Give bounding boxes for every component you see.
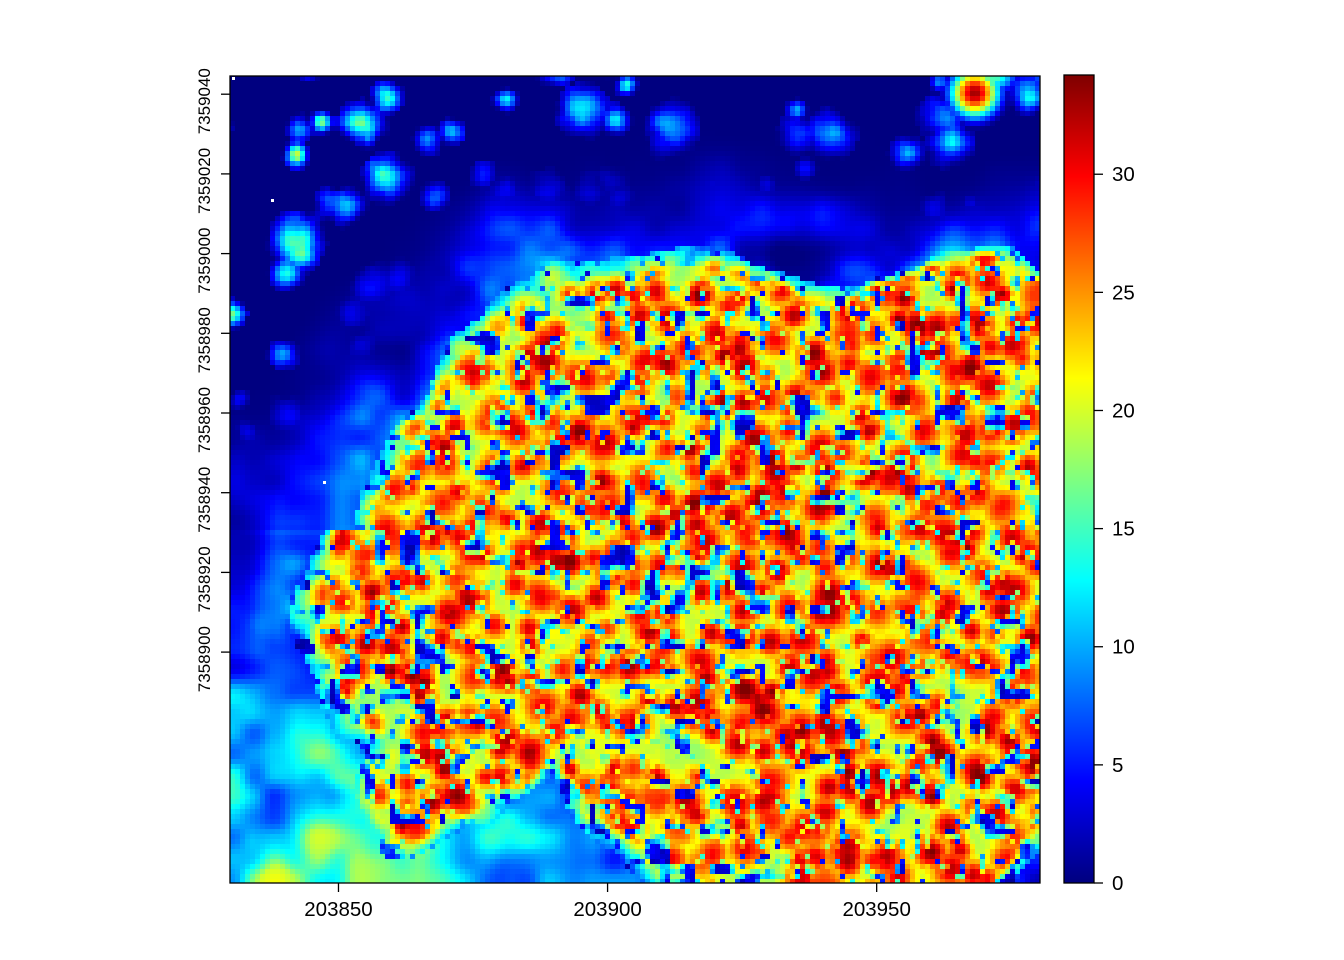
svg-text:15: 15 — [1112, 518, 1135, 541]
svg-text:7358960: 7358960 — [195, 387, 214, 453]
svg-text:203900: 203900 — [573, 898, 641, 921]
svg-text:203850: 203850 — [304, 898, 372, 921]
svg-text:7358940: 7358940 — [195, 467, 214, 533]
svg-text:7359040: 7359040 — [195, 68, 214, 134]
svg-text:203950: 203950 — [842, 898, 910, 921]
svg-text:7359020: 7359020 — [195, 148, 214, 214]
svg-text:30: 30 — [1112, 163, 1135, 186]
svg-text:25: 25 — [1112, 281, 1135, 304]
svg-text:7358980: 7358980 — [195, 307, 214, 373]
svg-text:0: 0 — [1112, 872, 1123, 895]
svg-text:7358920: 7358920 — [195, 546, 214, 612]
svg-text:5: 5 — [1112, 754, 1123, 777]
svg-text:7359000: 7359000 — [195, 228, 214, 294]
svg-text:10: 10 — [1112, 636, 1135, 659]
svg-text:20: 20 — [1112, 399, 1135, 422]
svg-text:7358900: 7358900 — [195, 626, 214, 692]
